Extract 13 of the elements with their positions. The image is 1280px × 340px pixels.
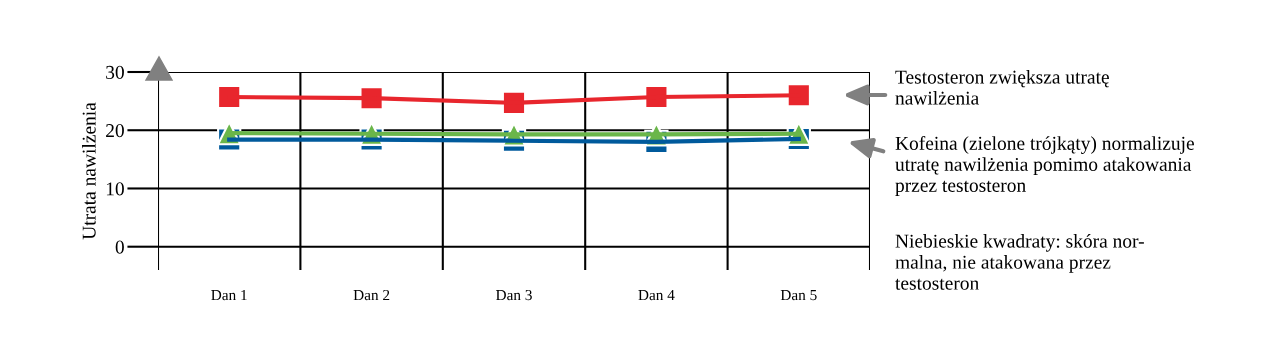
y-tick-label: 10 bbox=[106, 182, 124, 196]
text: Testosteron zwiększa utratę nawilżenia bbox=[895, 70, 1109, 105]
x-tick-label: Dan 2 bbox=[353, 289, 390, 301]
y-axis-title: Utrata nawilżenia bbox=[82, 102, 96, 240]
y-tick-label: 30 bbox=[106, 65, 124, 79]
x-tick-label: Dan 3 bbox=[495, 289, 532, 301]
x-tick-label: Dan 4 bbox=[638, 289, 675, 301]
y-tick-label: 20 bbox=[106, 124, 124, 138]
x-tick-label: Dan 5 bbox=[780, 290, 817, 301]
text: Niebieskie kwadraty: skóra nor- malna, nie atakowana przez testosteron bbox=[895, 234, 1144, 290]
x-tick-label: Dan 1 bbox=[211, 289, 247, 301]
y-tick-label: 0 bbox=[115, 240, 124, 254]
text: Kofeina (zielone trójkąty) normalizuje utratę nawilżenia pomimo atakowania przez testosteron bbox=[895, 136, 1194, 196]
